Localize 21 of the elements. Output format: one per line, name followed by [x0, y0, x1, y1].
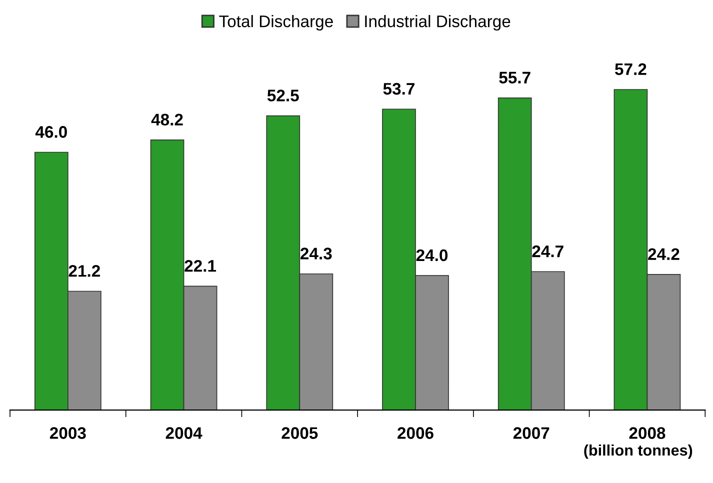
- text: (billion tonnes): [584, 444, 692, 459]
- x-tick-label: 2007: [513, 427, 550, 439]
- x-tick-label: 2006: [398, 427, 434, 439]
- data-label: 24.3: [300, 248, 332, 260]
- legend-label: Total Discharge: [219, 15, 333, 31]
- data-label: 24.2: [648, 248, 680, 260]
- data-label: 24.0: [416, 249, 448, 262]
- data-label: 21.2: [68, 265, 100, 277]
- data-label: 22.1: [184, 260, 216, 272]
- legend-label: Industrial Discharge: [365, 15, 510, 31]
- x-tick-label: 2004: [166, 427, 202, 439]
- data-label: 53.7: [383, 82, 414, 95]
- data-label: 24.7: [532, 245, 564, 258]
- data-label: 46.0: [35, 126, 67, 138]
- x-tick-label: 2005: [282, 427, 318, 439]
- data-label: 48.2: [151, 114, 183, 126]
- x-tick-label: 2008: [629, 427, 666, 439]
- data-label: 57.2: [615, 63, 646, 76]
- data-label: 55.7: [499, 72, 530, 84]
- data-label: 52.5: [267, 90, 299, 102]
- x-tick-label: 2003: [50, 427, 86, 439]
